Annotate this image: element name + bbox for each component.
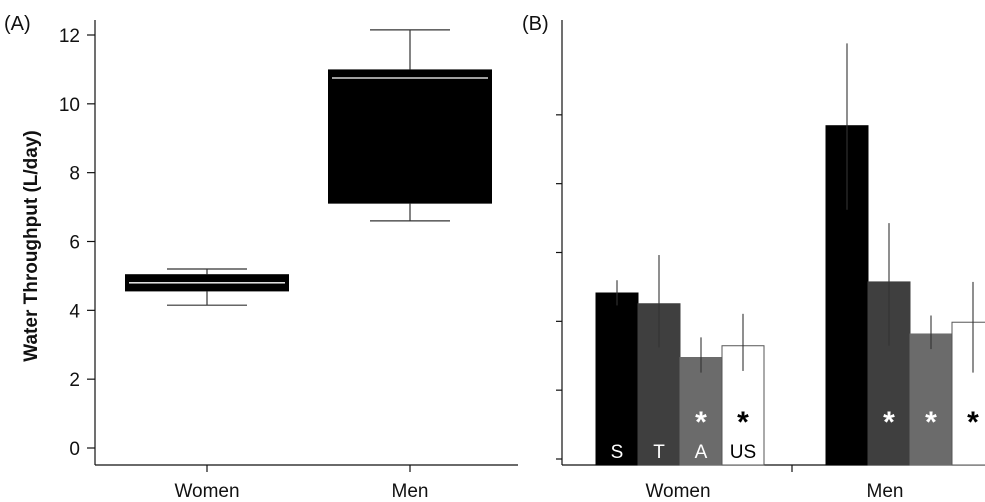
bar-label-t: T: [653, 442, 665, 463]
significance-asterisk-women-us: *: [737, 406, 749, 439]
y-tick-label-8: 8: [69, 164, 80, 185]
bar-label-us: US: [730, 442, 756, 463]
panel-b-label: (B): [522, 13, 549, 35]
x-tick-label-women: Women: [174, 481, 239, 502]
panel-b-x-tick-label-women: Women: [645, 481, 710, 502]
bar-men-us: [951, 321, 985, 466]
y-tick-label-10: 10: [59, 95, 80, 116]
y-tick-label-4: 4: [69, 301, 80, 322]
y-tick-label-2: 2: [69, 370, 80, 391]
y-tick-label-6: 6: [69, 233, 80, 254]
significance-asterisk-men-a: *: [925, 406, 937, 439]
x-tick-label-men: Men: [392, 481, 429, 502]
significance-asterisk-men-us: *: [967, 406, 979, 439]
bar-women-s: [595, 292, 639, 466]
bar-men-a: [909, 333, 953, 466]
box-men: [328, 69, 492, 204]
y-tick-label-0: 0: [69, 439, 80, 460]
significance-asterisk-women-a: *: [695, 406, 707, 439]
bar-label-s: S: [611, 442, 624, 463]
y-axis-label: Water Throughput (L/day): [21, 130, 42, 362]
y-tick-label-12: 12: [59, 26, 80, 47]
panel-a-label: (A): [4, 13, 31, 35]
panel-b: (B) S T A US * * * * * Women Men: [522, 13, 985, 502]
panel-b-x-tick-label-men: Men: [867, 481, 904, 502]
bar-label-a: A: [695, 442, 708, 463]
significance-asterisk-men-t: *: [883, 406, 895, 439]
panel-a: (A) Water Throughput (L/day) 0 2 4 6 8 10 12 W…: [4, 13, 518, 502]
